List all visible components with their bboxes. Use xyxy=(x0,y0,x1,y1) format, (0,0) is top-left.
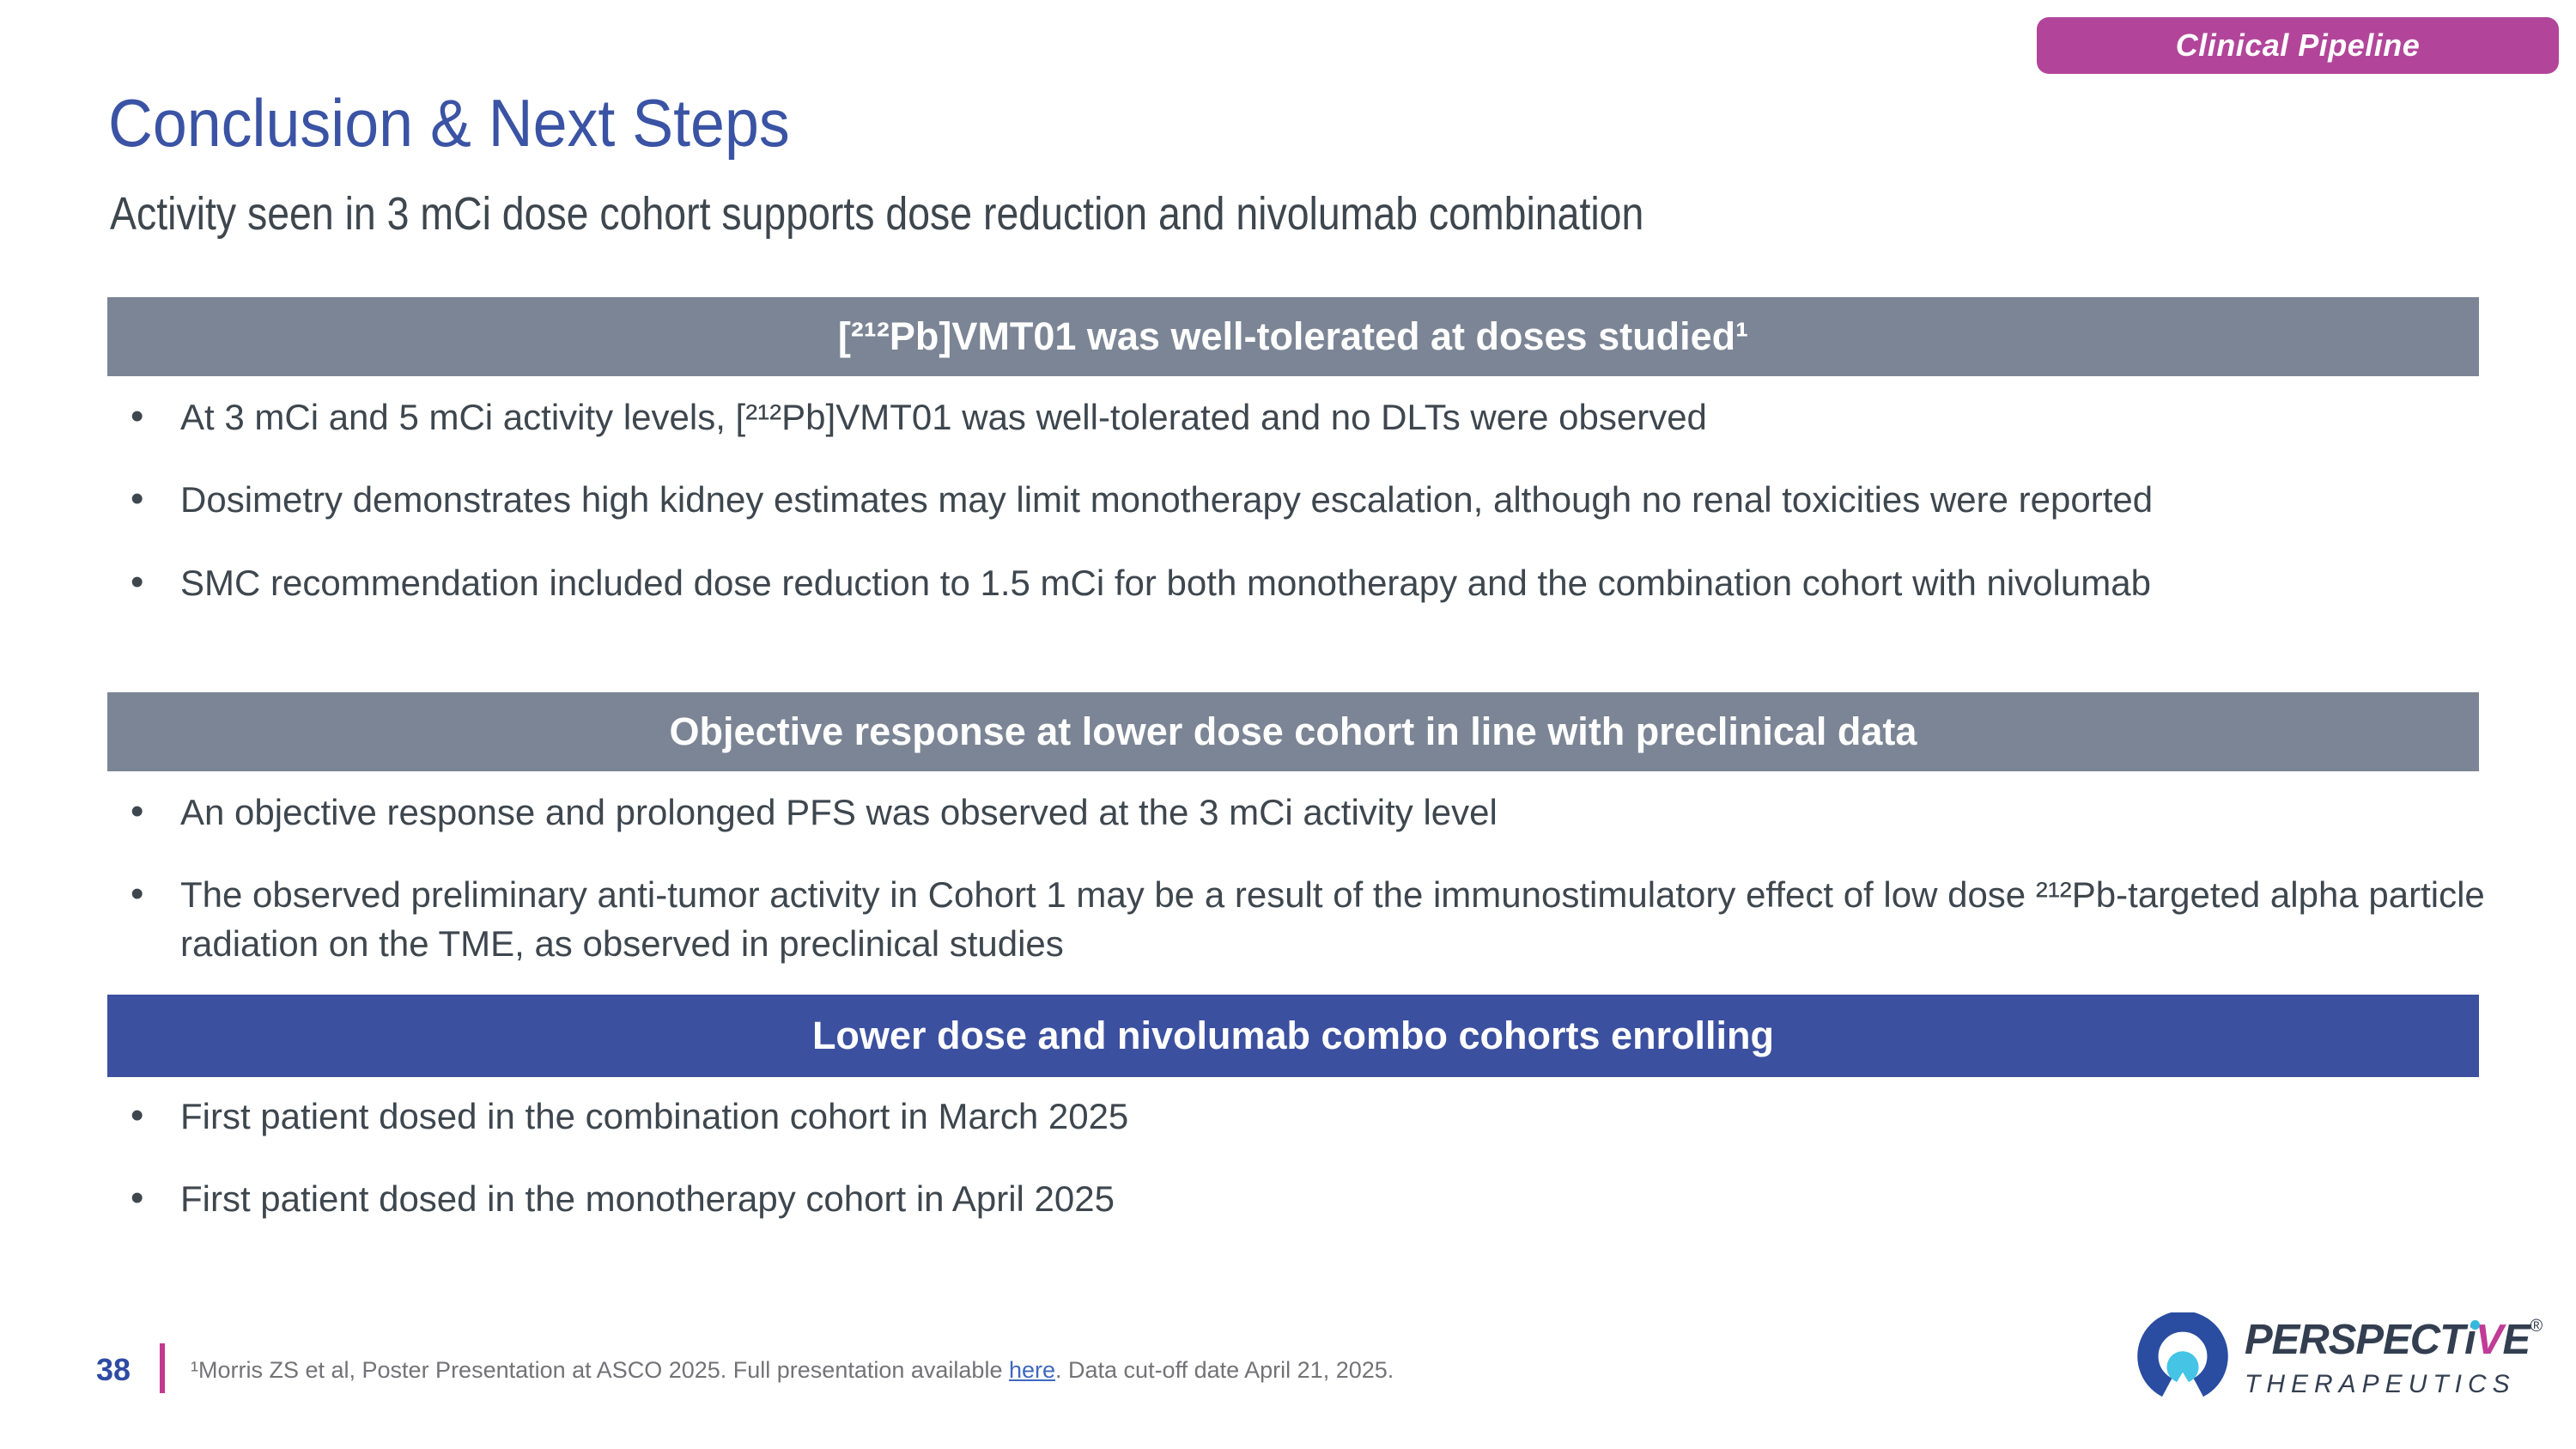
section-header-objective-response: Objective response at lower dose cohort … xyxy=(107,692,2479,771)
footnote-text-pre: ¹Morris ZS et al, Poster Presentation at… xyxy=(191,1357,1009,1383)
registered-mark: ® xyxy=(2530,1317,2543,1336)
footnote-text-post: . Data cut-off date April 21, 2025. xyxy=(1055,1357,1394,1383)
brand-part: PERSPECT xyxy=(2245,1317,2465,1363)
logo-arch-icon xyxy=(2137,1312,2228,1412)
bullet-item: First patient dosed in the combination c… xyxy=(129,1091,2499,1142)
bullet-item: The observed preliminary anti-tumor acti… xyxy=(129,869,2499,968)
bullet-item: Dosimetry demonstrates high kidney estim… xyxy=(129,474,2499,525)
brand-letter-v: V xyxy=(2475,1317,2504,1363)
logo-subtext: THERAPEUTICS xyxy=(2245,1370,2516,1398)
section-header-tolerability-label: [²¹²Pb]VMT01 was well-tolerated at doses… xyxy=(837,314,1749,358)
footnote-here-link[interactable]: here xyxy=(1008,1357,1056,1383)
brand-letter-i: i xyxy=(2464,1317,2480,1363)
bullet-item: At 3 mCi and 5 mCi activity levels, [²¹²… xyxy=(129,392,2499,442)
bullet-item: SMC recommendation included dose reducti… xyxy=(129,557,2499,608)
clinical-pipeline-badge: Clinical Pipeline xyxy=(2037,17,2559,74)
bullet-list-tolerability: At 3 mCi and 5 mCi activity levels, [²¹²… xyxy=(129,392,2499,642)
page-number: 38 xyxy=(96,1352,131,1387)
perspective-therapeutics-logo: PERSPECTiVE® THERAPEUTICS xyxy=(2133,1312,2543,1412)
bullet-list-enrollment: First patient dosed in the combination c… xyxy=(129,1091,2499,1258)
section-header-tolerability: [²¹²Pb]VMT01 was well-tolerated at doses… xyxy=(107,297,2479,376)
footer-divider xyxy=(160,1343,165,1393)
footnote: ¹Morris ZS et al, Poster Presentation at… xyxy=(191,1357,1394,1384)
page-title: Conclusion & Next Steps xyxy=(108,85,790,161)
section-header-enrollment-label: Lower dose and nivolumab combo cohorts e… xyxy=(811,1014,1775,1057)
bullet-item: An objective response and prolonged PFS … xyxy=(129,787,2499,837)
logo-brand-name: PERSPECTiVE® xyxy=(2245,1317,2543,1363)
section-header-objective-response-label: Objective response at lower dose cohort … xyxy=(669,709,1917,753)
bullet-list-objective-response: An objective response and prolonged PFS … xyxy=(129,787,2499,1002)
section-header-enrollment: Lower dose and nivolumab combo cohorts e… xyxy=(107,995,2479,1077)
logo-text: PERSPECTiVE® THERAPEUTICS xyxy=(2245,1317,2543,1399)
bullet-item: First patient dosed in the monotherapy c… xyxy=(129,1173,2499,1224)
page-subtitle: Activity seen in 3 mCi dose cohort suppo… xyxy=(110,188,1644,240)
brand-letter-e: E xyxy=(2502,1317,2530,1363)
